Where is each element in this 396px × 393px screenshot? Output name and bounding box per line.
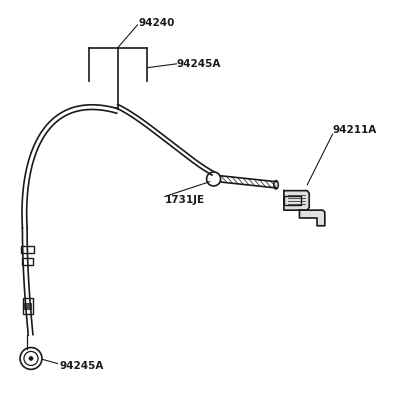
Text: 94211A: 94211A [333, 125, 377, 135]
Text: 94245A: 94245A [59, 361, 104, 371]
Text: 1731JE: 1731JE [165, 195, 205, 206]
FancyBboxPatch shape [24, 303, 31, 309]
Ellipse shape [274, 180, 278, 189]
Text: 94240: 94240 [139, 18, 175, 28]
Polygon shape [284, 191, 309, 210]
Polygon shape [299, 210, 325, 226]
FancyBboxPatch shape [22, 258, 33, 265]
Circle shape [29, 356, 33, 361]
Polygon shape [284, 196, 301, 205]
Text: 94245A: 94245A [177, 59, 221, 69]
FancyBboxPatch shape [23, 298, 33, 314]
FancyBboxPatch shape [21, 246, 34, 253]
